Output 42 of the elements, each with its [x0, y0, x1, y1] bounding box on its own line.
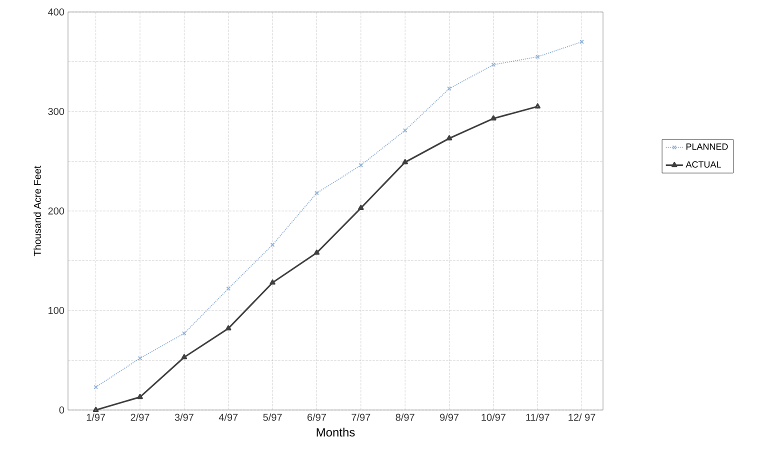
point [490, 115, 496, 120]
point [314, 250, 320, 255]
legend-label: PLANNED [686, 144, 728, 150]
point [358, 204, 364, 210]
legend-label: ACTUAL [686, 161, 721, 168]
point [314, 190, 319, 196]
point [402, 159, 408, 164]
point [226, 286, 231, 291]
x-tick-label: 2/97 [130, 414, 150, 421]
x-tick-label: 4/97 [218, 414, 238, 421]
point [580, 40, 584, 44]
x-tick-label: 9/97 [440, 414, 458, 421]
x-tick-label: 12/ 97 [568, 414, 596, 421]
y-tick-label: 300 [48, 108, 64, 116]
x-tick-label: 11/97 [526, 414, 550, 421]
x-tick-label: 6/97 [308, 414, 326, 421]
x-tick-label: 5/97 [263, 414, 282, 421]
point [94, 384, 98, 390]
point [358, 163, 364, 168]
point [182, 331, 186, 336]
point [137, 394, 143, 400]
x-tick-label: 3/97 [174, 414, 194, 421]
y-tick-label: 0 [59, 406, 64, 414]
x-tick-label: 1/97 [86, 414, 106, 421]
y-tick-label: 400 [48, 8, 64, 16]
y-tick-label: 200 [48, 207, 64, 215]
point [270, 279, 276, 285]
point [446, 135, 452, 140]
point [535, 54, 540, 59]
x-tick-label: 10/97 [482, 414, 506, 421]
point [447, 86, 452, 91]
point [225, 325, 232, 330]
x-tick-label: 7/97 [352, 414, 370, 421]
point [491, 62, 496, 67]
x-tick-label: 8/97 [396, 414, 414, 421]
point [402, 128, 408, 133]
y-axis-title: Thousand Acre Feet [34, 166, 41, 256]
point [138, 356, 142, 360]
y-tick-label: 100 [48, 306, 64, 314]
point [270, 242, 275, 248]
x-axis-title: Months [316, 428, 355, 437]
point [181, 354, 188, 360]
